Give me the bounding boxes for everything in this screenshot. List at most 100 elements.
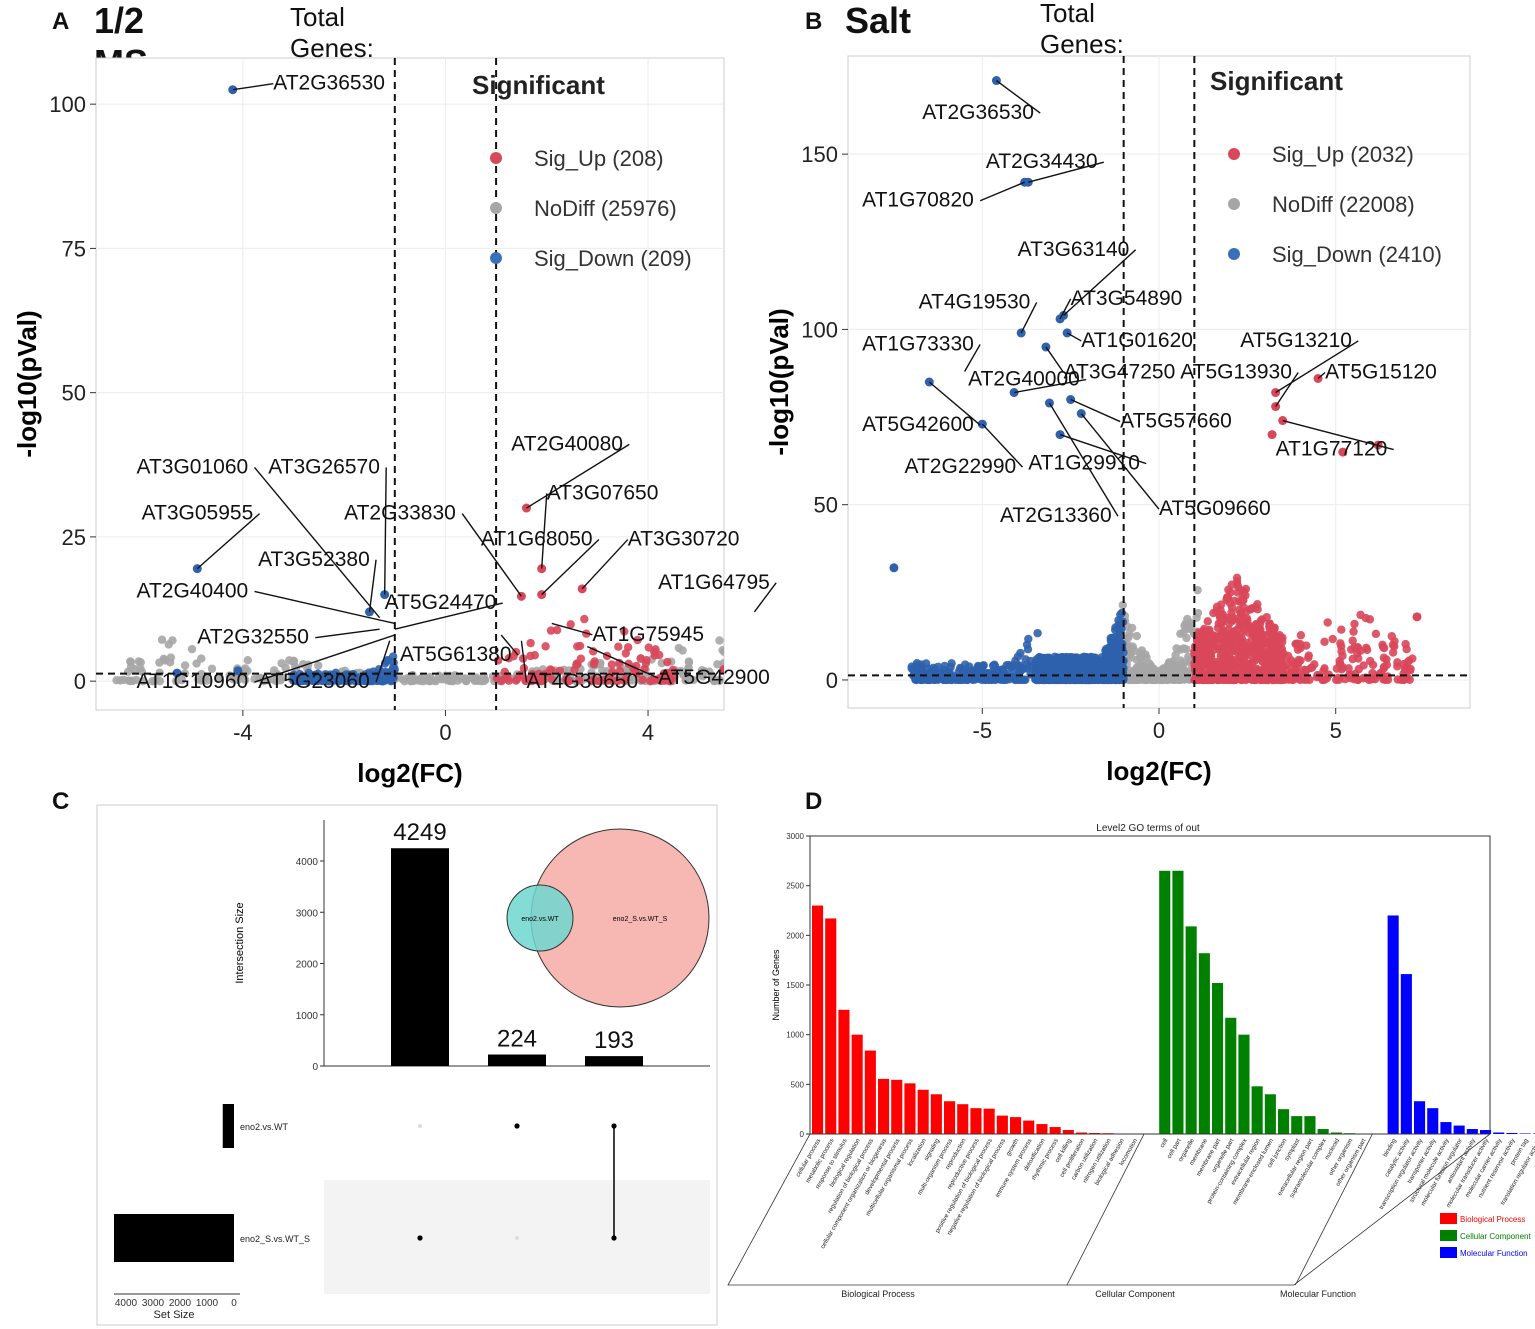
- volcano-salt-cloud-point: [1318, 675, 1328, 685]
- go-bar: [1062, 1130, 1074, 1134]
- volcano-salt-leader-line: [1013, 378, 1087, 394]
- volcano-salt-cloud-point: [1351, 669, 1360, 679]
- volcano-salt-point: [1016, 328, 1026, 338]
- volcano-salt-cloud-point: [1082, 663, 1092, 673]
- volcano-ms-cloud-point: [684, 657, 694, 666]
- volcano-salt-cloud-point: [1094, 656, 1103, 666]
- volcano-salt-cloud-point: [1270, 623, 1279, 632]
- volcano-ms-gene-label: AT4G30650: [526, 670, 638, 693]
- volcano-salt-cloud-point: [1284, 651, 1293, 661]
- volcano-salt-leader-line: [1020, 302, 1038, 334]
- upset-setsize-tick: 4000: [115, 1298, 138, 1309]
- go-bar: [1440, 1122, 1452, 1134]
- volcano-salt-cloud-point: [1165, 666, 1174, 675]
- go-bar: [1480, 1130, 1492, 1134]
- volcano-salt-cloud-point: [1185, 624, 1194, 633]
- volcano-salt-cloud-point: [1239, 651, 1249, 660]
- volcano-salt-cloud-point: [1190, 662, 1200, 672]
- upset-set-name: eno2_S.vs.WT_S: [240, 1234, 310, 1244]
- go-chart: Level2 GO terms of out 0 500 1000 1500 2000 25…: [727, 823, 1535, 1299]
- volcano-salt-cloud-point: [1225, 660, 1235, 669]
- volcano-salt-cloud-point: [1393, 662, 1402, 671]
- volcano-ms-legend-marker: [490, 152, 502, 164]
- volcano-salt-gene-label: AT1G77120: [1276, 438, 1388, 461]
- volcano-salt-cloud-point: [1137, 661, 1147, 670]
- volcano-salt-ylabel: -log10(pVal): [764, 308, 794, 455]
- volcano-ms-leader-line: [520, 640, 528, 683]
- volcano-ms-gene-label: AT2G32550: [197, 626, 309, 649]
- go-ytick-label: 0: [800, 1130, 805, 1139]
- go-legend-label: Biological Process: [1460, 1215, 1525, 1224]
- volcano-salt-cloud-point: [1255, 672, 1264, 681]
- go-legend-label: Cellular Component: [1460, 1232, 1531, 1241]
- volcano-ms-cloud-point: [638, 675, 647, 685]
- go-bar: [1089, 1133, 1101, 1134]
- go-bar: [1251, 1086, 1263, 1134]
- volcano-salt-cloud-point: [1115, 650, 1124, 660]
- volcano-ms-cloud-point: [241, 664, 250, 673]
- go-plot-area: [809, 835, 1491, 1135]
- volcano-salt-leader-line: [1059, 298, 1072, 320]
- volcano-salt-cloud-point: [1022, 640, 1032, 649]
- volcano-salt-cloud-point: [1021, 675, 1030, 685]
- volcano-salt-cloud-point: [1331, 675, 1341, 685]
- volcano-salt-cloud-point: [1023, 664, 1032, 673]
- upset-ytick-label: 1000: [296, 1011, 319, 1022]
- volcano-salt-cloud-point: [1348, 636, 1357, 645]
- volcano-ms-cloud-point: [648, 675, 657, 685]
- volcano-salt-cloud-point: [1220, 653, 1229, 662]
- volcano-salt-leader-line: [964, 344, 981, 372]
- volcano-ms-cloud-point: [738, 650, 746, 658]
- upset-bar-label: 224: [497, 1026, 537, 1053]
- volcano-ms-legend-label: Sig_Down (209): [534, 246, 692, 271]
- volcano-salt-gene-label: AT5G15120: [1325, 360, 1437, 383]
- go-title: Level2 GO terms of out: [1096, 823, 1200, 834]
- volcano-ms-point: [572, 659, 582, 669]
- volcano-ms-cloud-point: [565, 676, 574, 686]
- go-bar: [1264, 1094, 1276, 1134]
- volcano-salt-cloud-point: [1356, 646, 1365, 656]
- volcano-salt-gene-label: AT5G09660: [1159, 497, 1271, 520]
- volcano-ms-cloud-point: [547, 674, 556, 684]
- volcano-salt-cloud-point: [931, 675, 941, 684]
- go-bar: [1049, 1127, 1061, 1134]
- volcano-ms-cloud-point: [119, 675, 129, 684]
- volcano-ms-cloud-point: [127, 676, 136, 685]
- volcano-salt-cloud-point: [1194, 628, 1204, 637]
- volcano-salt-point: [889, 563, 899, 573]
- upset-ylabel: Intersection Size: [234, 902, 246, 983]
- go-bar: [957, 1104, 969, 1134]
- volcano-salt-cloud-point: [1222, 595, 1231, 605]
- go-bar: [1225, 1017, 1237, 1134]
- volcano-ms-xtick-label: 0: [439, 720, 451, 745]
- volcano-salt-cloud-point: [1387, 632, 1396, 641]
- volcano-ms-gene-label: AT3G26570: [268, 455, 380, 478]
- volcano-ms-cloud-point: [719, 647, 724, 656]
- volcano-ms-cloud-point: [519, 663, 529, 673]
- volcano-ms-gene-label: AT1G75945: [592, 623, 704, 646]
- venn-label-a: eno2.vs.WT: [521, 916, 559, 923]
- go-bar: [944, 1101, 956, 1134]
- volcano-salt-gene-label: AT3G47250: [1064, 360, 1176, 383]
- volcano-ms-cloud-point: [180, 661, 190, 670]
- volcano-ms-leader-line: [586, 645, 659, 679]
- volcano-ms-cloud-point: [552, 625, 562, 635]
- go-legend-label: Molecular Function: [1460, 1249, 1528, 1258]
- upset-setsize-tick: 1000: [196, 1298, 219, 1309]
- go-bar: [864, 1050, 876, 1134]
- go-bar: [1185, 926, 1197, 1134]
- volcano-salt-cloud-point: [1388, 648, 1398, 657]
- volcano-ms-cloud-point: [126, 657, 135, 666]
- go-bar: [1330, 1132, 1342, 1134]
- volcano-salt-xtick-label: 0: [1153, 718, 1165, 743]
- volcano-salt-cloud-point: [1245, 623, 1254, 633]
- volcano-ms-leader-line: [254, 590, 395, 625]
- volcano-salt-cloud-point: [1107, 675, 1116, 685]
- volcano-salt-cloud-point: [1116, 610, 1125, 619]
- go-bar: [1387, 915, 1399, 1134]
- volcano-salt-cloud-point: [1230, 646, 1240, 656]
- go-bar: [1493, 1132, 1505, 1134]
- volcano-salt-cloud-point: [912, 675, 921, 685]
- go-bar: [1076, 1132, 1088, 1134]
- upset-set-bar: [114, 1214, 234, 1262]
